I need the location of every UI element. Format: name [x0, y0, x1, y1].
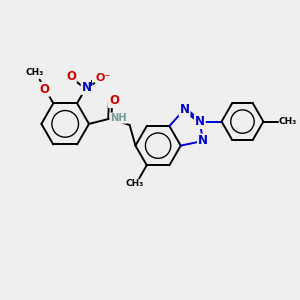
Text: N: N	[198, 134, 208, 147]
Text: CH₃: CH₃	[26, 68, 44, 77]
Text: O⁻: O⁻	[95, 73, 111, 82]
Text: N: N	[180, 103, 190, 116]
Text: N: N	[82, 81, 92, 94]
Text: N: N	[195, 115, 205, 128]
Text: +: +	[88, 79, 94, 88]
Text: O: O	[109, 94, 119, 107]
Text: CH₃: CH₃	[125, 179, 143, 188]
Text: NH: NH	[110, 113, 127, 123]
Text: O: O	[39, 83, 49, 96]
Text: CH₃: CH₃	[279, 117, 297, 126]
Text: O: O	[66, 70, 76, 83]
